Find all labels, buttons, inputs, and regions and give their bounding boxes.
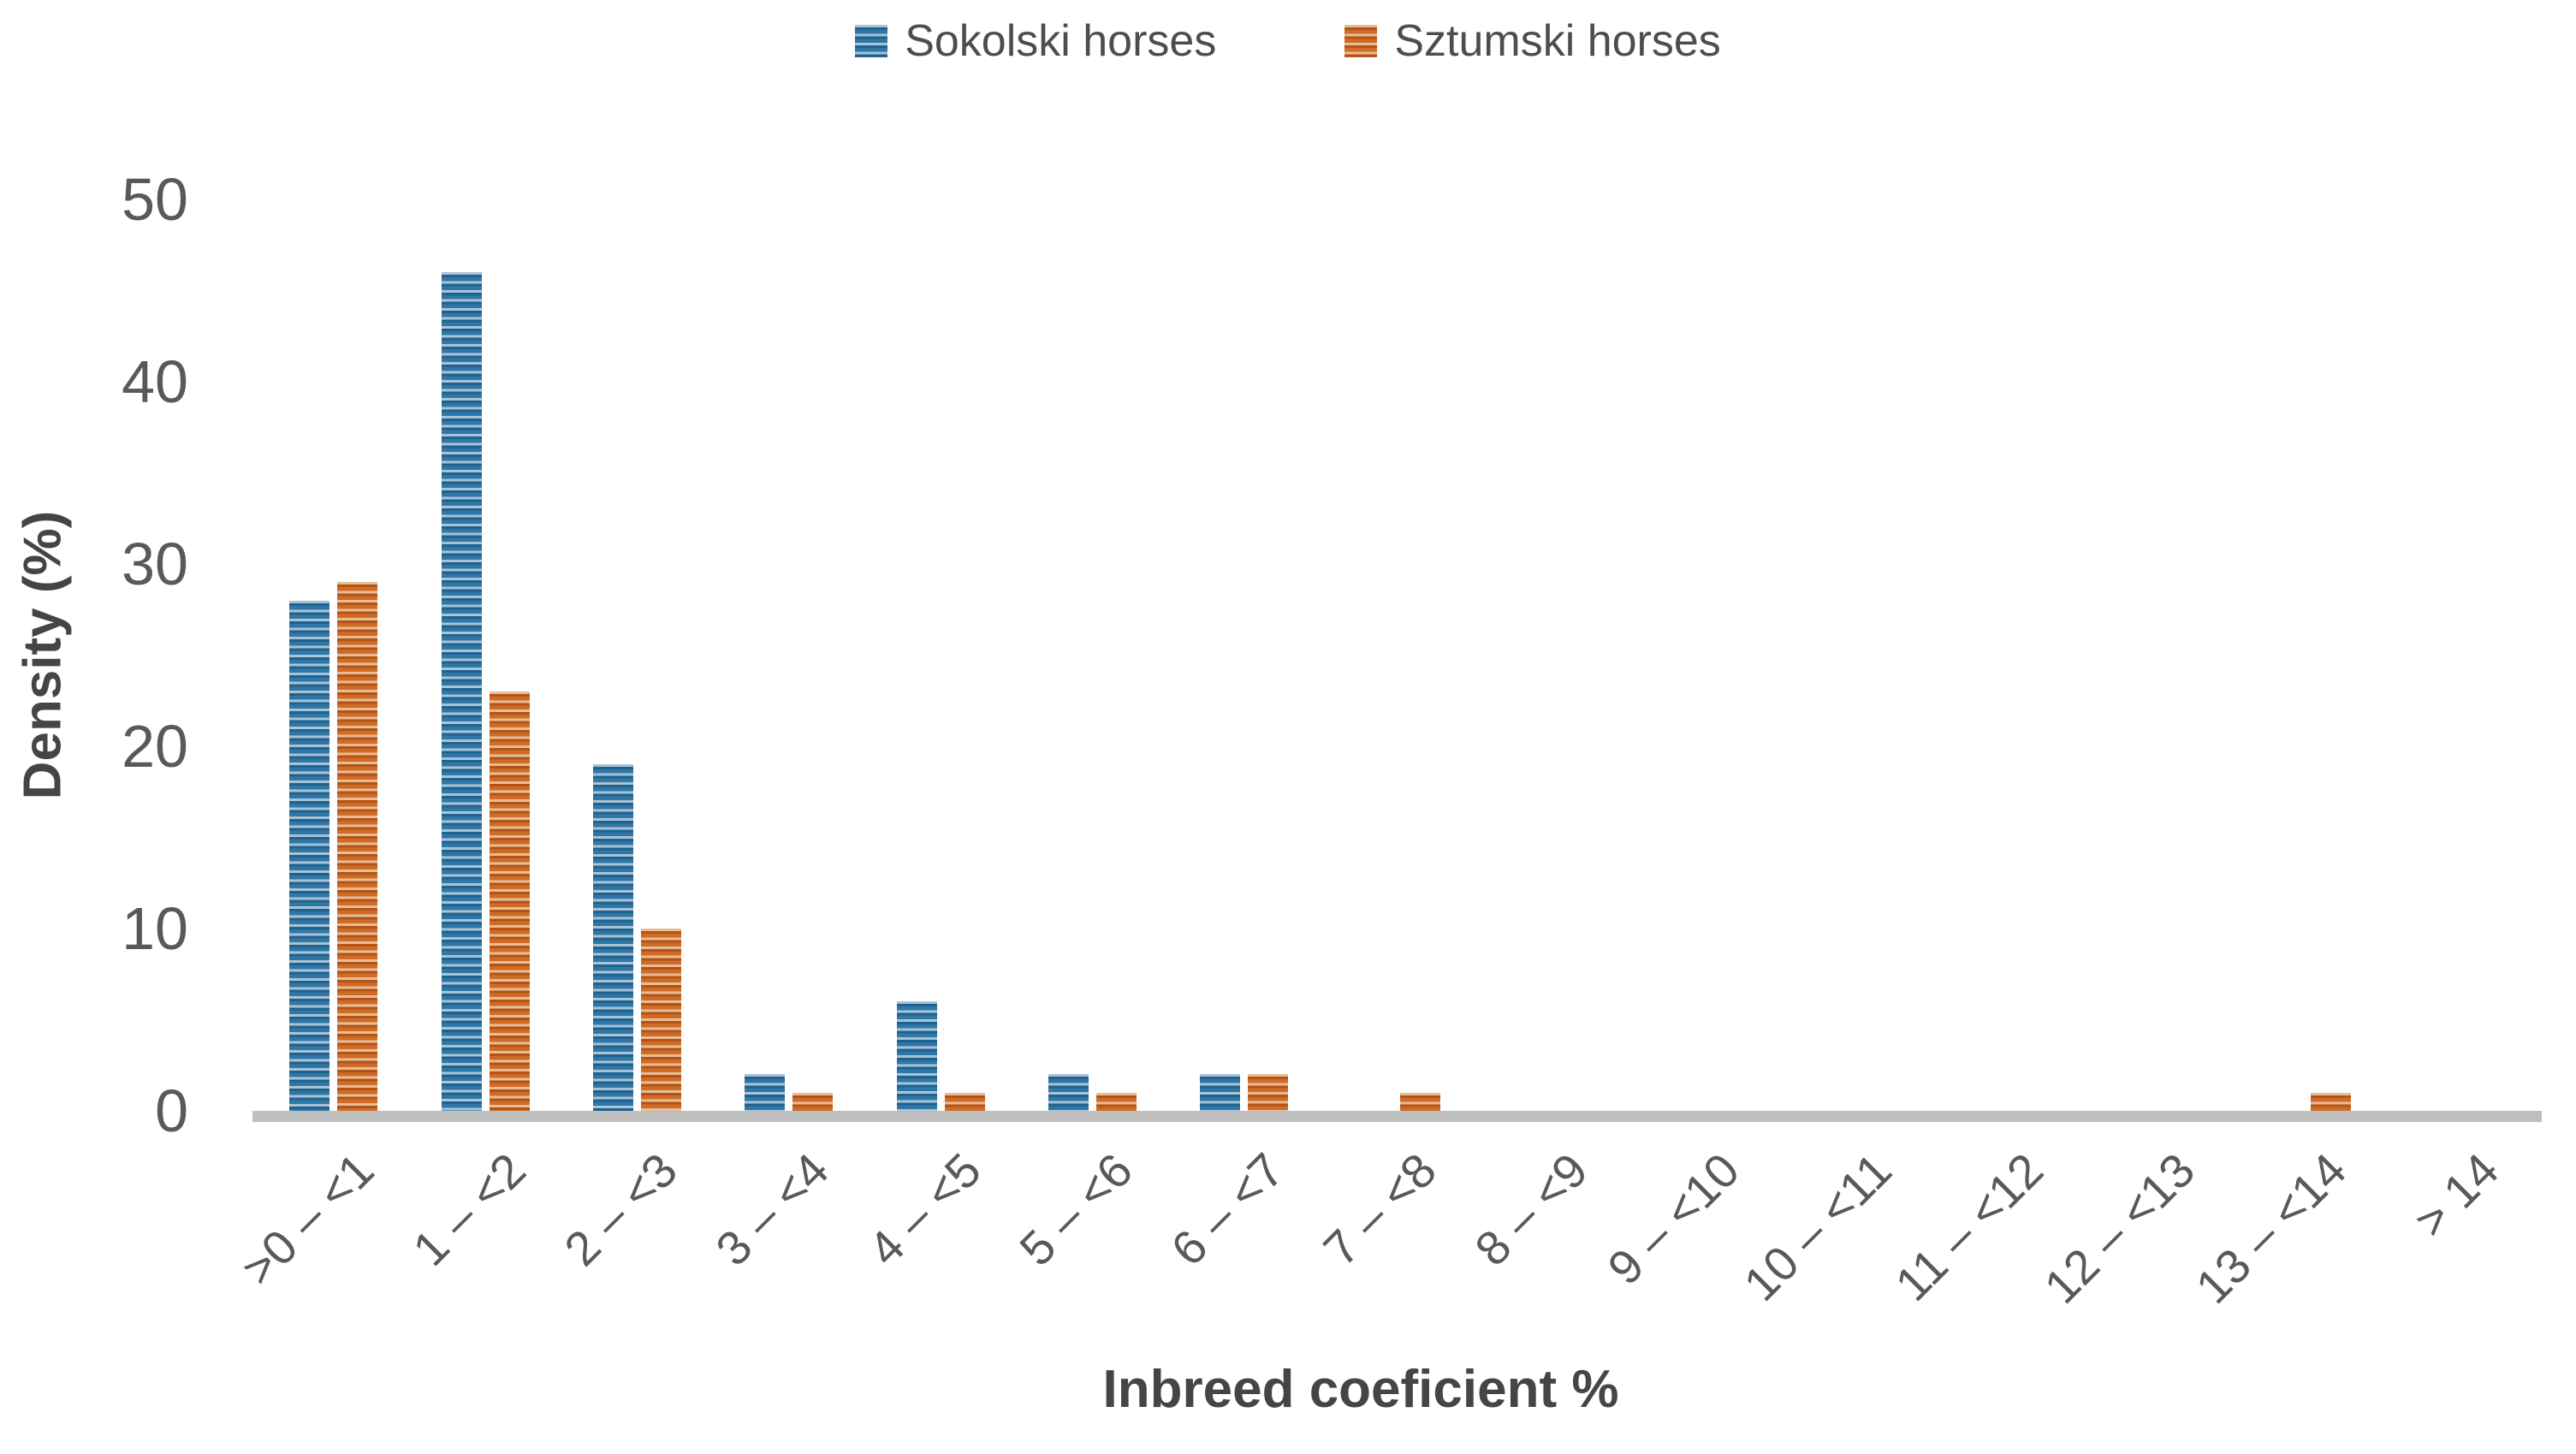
y-tick-label: 20	[122, 713, 188, 780]
bar-sztumski-2	[640, 929, 681, 1111]
x-tick-label: 6 – <7	[1160, 1142, 1295, 1276]
y-tick-label: 40	[122, 348, 188, 415]
x-tick-label: 4 – <5	[857, 1142, 991, 1276]
y-tick-label: 0	[155, 1077, 188, 1144]
y-tick-label: 30	[122, 531, 188, 597]
legend-item-sztumski: Sztumski horses	[1344, 15, 1721, 67]
bar-sztumski-5	[1095, 1092, 1137, 1111]
x-tick-label: 8 – <9	[1464, 1142, 1599, 1276]
x-tick-label: > 14	[2403, 1142, 2509, 1248]
x-tick-label: 3 – <4	[705, 1142, 840, 1276]
bar-sztumski-7	[1399, 1092, 1440, 1111]
bar-sztumski-13	[2310, 1092, 2351, 1111]
bar-sokolski-0	[289, 600, 330, 1111]
y-tick-label: 50	[122, 166, 188, 233]
sokolski-swatch-icon	[855, 25, 888, 57]
bar-sokolski-3	[745, 1074, 786, 1111]
x-tick-label: 5 – <6	[1009, 1142, 1143, 1276]
bar-sokolski-1	[441, 272, 482, 1111]
x-tick-label: 12 – <13	[2033, 1142, 2205, 1314]
legend: Sokolski horses Sztumski horses	[0, 15, 2576, 67]
bar-sztumski-0	[337, 582, 378, 1111]
x-tick-label: 2 – <3	[554, 1142, 688, 1276]
bar-sztumski-1	[489, 691, 530, 1111]
x-tick-label: 1 – <2	[401, 1142, 536, 1276]
bar-sztumski-3	[792, 1092, 834, 1111]
x-tick-label: 11 – <12	[1885, 1142, 2054, 1312]
x-axis-title: Inbreed coeficient %	[1102, 1360, 1619, 1419]
x-axis-line	[252, 1111, 2542, 1122]
y-tick-label: 10	[122, 895, 188, 962]
x-tick-label: 9 – <10	[1597, 1142, 1750, 1295]
legend-label-sztumski: Sztumski horses	[1394, 16, 1721, 66]
sztumski-swatch-icon	[1344, 25, 1378, 57]
bar-sokolski-4	[896, 1001, 937, 1111]
legend-label-sokolski: Sokolski horses	[905, 16, 1217, 66]
legend-item-sokolski: Sokolski horses	[855, 15, 1216, 67]
bar-sokolski-5	[1048, 1074, 1089, 1111]
x-tick-label: >0 – <1	[230, 1142, 384, 1297]
bar-sokolski-6	[1200, 1074, 1241, 1111]
x-tick-label: 10 – <11	[1732, 1142, 1902, 1312]
bar-sztumski-6	[1248, 1074, 1289, 1111]
bar-sokolski-2	[592, 764, 633, 1111]
bar-sztumski-4	[944, 1092, 985, 1111]
x-tick-label: 13 – <14	[2185, 1142, 2357, 1314]
y-axis-title: Density (%)	[13, 510, 73, 800]
x-tick-label: 7 – <8	[1312, 1142, 1446, 1276]
